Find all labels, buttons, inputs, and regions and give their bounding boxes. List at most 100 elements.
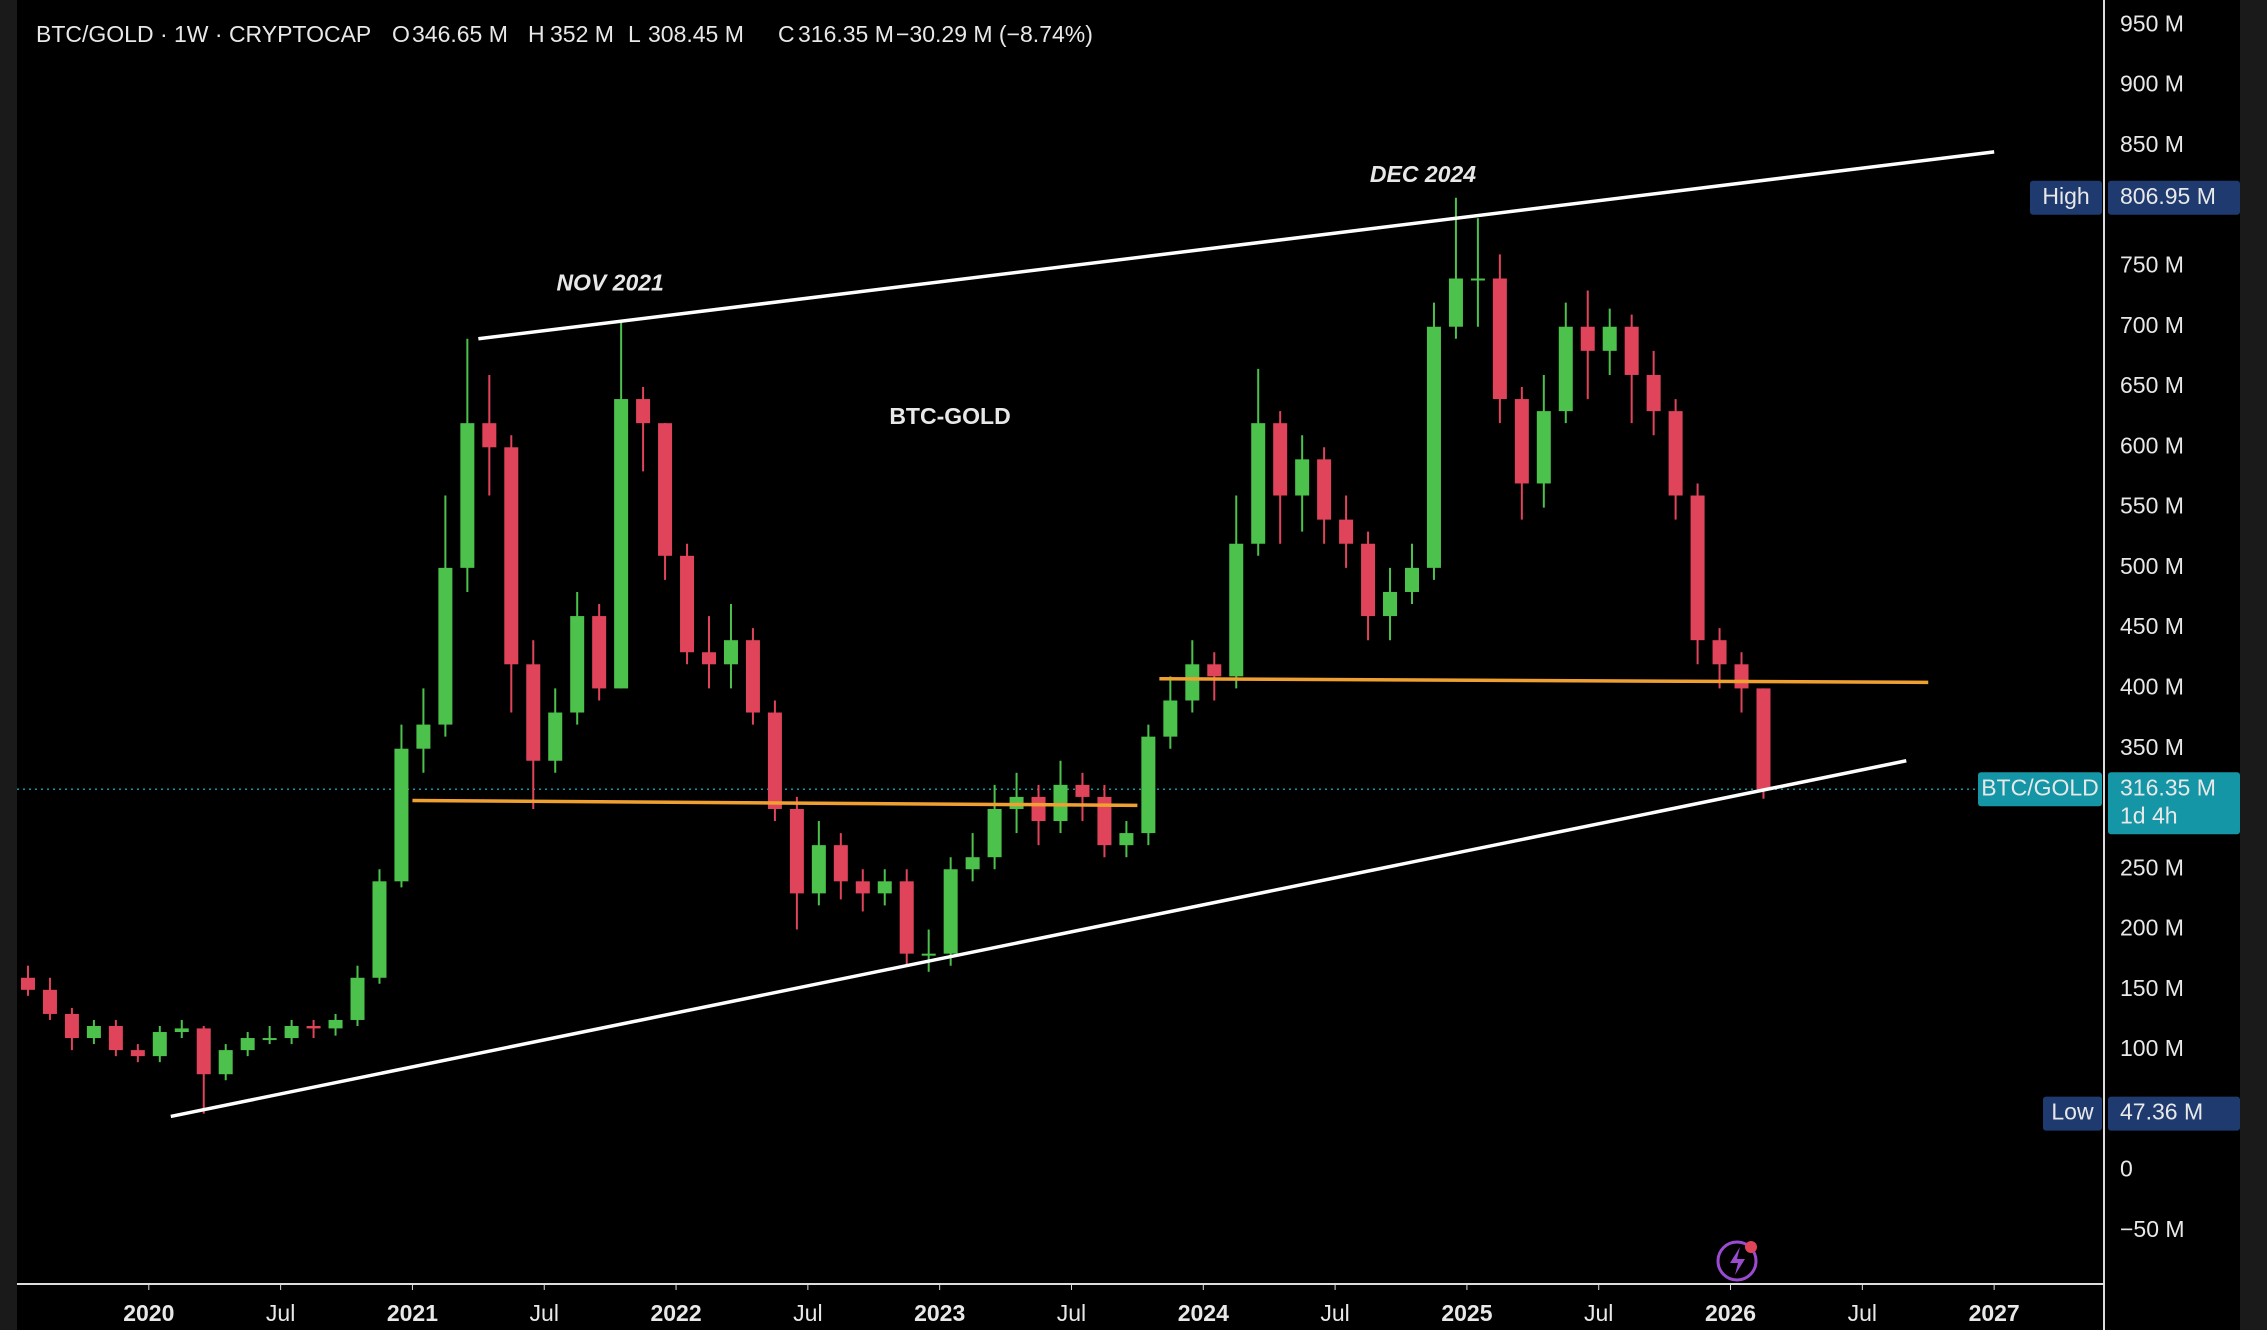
marker-value: 47.36 M bbox=[2120, 1099, 2203, 1125]
candle-body bbox=[767, 712, 782, 809]
candle-body bbox=[1053, 784, 1068, 822]
trend-line bbox=[170, 759, 1907, 1119]
candle-body bbox=[1229, 543, 1244, 677]
candle-body bbox=[152, 1032, 167, 1057]
candle-body bbox=[64, 1013, 79, 1039]
candle-body bbox=[1558, 326, 1573, 412]
alert-dot bbox=[1745, 1241, 1757, 1253]
header-h: 352 M bbox=[550, 21, 614, 47]
header-o: 346.65 M bbox=[412, 21, 508, 47]
candle-body bbox=[833, 845, 848, 882]
candle-body bbox=[306, 1025, 321, 1029]
candle-body bbox=[1756, 688, 1771, 790]
y-tick-label: 550 M bbox=[2120, 493, 2184, 519]
candle-body bbox=[1580, 326, 1595, 351]
candle-body bbox=[1712, 640, 1727, 665]
y-tick-label: 750 M bbox=[2120, 252, 2184, 278]
y-tick-label: 650 M bbox=[2120, 372, 2184, 398]
candle-body bbox=[702, 652, 717, 665]
marker-label: Low bbox=[2051, 1099, 2094, 1125]
candle-body bbox=[1207, 664, 1222, 677]
header-l-key: L bbox=[628, 21, 641, 47]
candle-body bbox=[262, 1038, 277, 1041]
x-tick-label: Jul bbox=[1320, 1300, 1349, 1326]
candle-body bbox=[526, 664, 541, 761]
alert-bolt bbox=[1730, 1247, 1745, 1275]
candle-body bbox=[1426, 326, 1441, 568]
candle-body bbox=[943, 869, 958, 954]
header-o-key: O bbox=[392, 21, 410, 47]
candle-body bbox=[372, 881, 387, 978]
candle-body bbox=[1448, 278, 1463, 327]
candle-body bbox=[196, 1028, 211, 1075]
candle-body bbox=[1470, 278, 1485, 281]
candle-body bbox=[328, 1019, 343, 1029]
x-tick-label: 2020 bbox=[123, 1300, 174, 1326]
y-tick-label: 400 M bbox=[2120, 673, 2184, 699]
candle-body bbox=[680, 555, 695, 653]
candle-body bbox=[1624, 326, 1639, 375]
candle-body bbox=[548, 712, 563, 761]
candle-body bbox=[877, 881, 892, 894]
y-tick-label: 600 M bbox=[2120, 432, 2184, 458]
y-tick-label: 0 bbox=[2120, 1156, 2133, 1182]
x-tick-label: 2021 bbox=[387, 1300, 438, 1326]
x-tick-label: Jul bbox=[1848, 1300, 1877, 1326]
candle-body bbox=[86, 1025, 101, 1039]
marker-label: High bbox=[2042, 183, 2089, 209]
candle-body bbox=[460, 423, 475, 568]
candle-body bbox=[1536, 411, 1551, 484]
candle-body bbox=[1141, 736, 1156, 834]
y-tick-label: 350 M bbox=[2120, 734, 2184, 760]
candle-body bbox=[284, 1025, 299, 1039]
y-tick-label: 700 M bbox=[2120, 312, 2184, 338]
y-tick-label: 100 M bbox=[2120, 1035, 2184, 1061]
candle-body bbox=[394, 748, 409, 882]
y-tick-label: 500 M bbox=[2120, 553, 2184, 579]
candle-body bbox=[1097, 796, 1112, 846]
candle-body bbox=[504, 447, 519, 665]
candle-body bbox=[899, 881, 914, 954]
x-tick-label: Jul bbox=[530, 1300, 559, 1326]
y-tick-label: 250 M bbox=[2120, 854, 2184, 880]
candle-body bbox=[570, 616, 585, 713]
y-tick-label: 950 M bbox=[2120, 10, 2184, 36]
candle-body bbox=[1031, 796, 1046, 822]
candle-body bbox=[1404, 567, 1419, 592]
candle-body bbox=[438, 567, 453, 725]
x-tick-label: 2024 bbox=[1178, 1300, 1229, 1326]
x-tick-label: 2022 bbox=[650, 1300, 701, 1326]
candle-body bbox=[658, 423, 673, 556]
marker-label: BTC/GOLD bbox=[1981, 774, 2099, 800]
candle-body bbox=[1646, 374, 1661, 412]
candle-body bbox=[1361, 543, 1376, 617]
y-tick-label: 450 M bbox=[2120, 613, 2184, 639]
trend-line bbox=[412, 798, 1138, 808]
candle-body bbox=[636, 399, 651, 424]
candle-body bbox=[130, 1050, 145, 1057]
symbol: BTC/GOLD · 1W · CRYPTOCAP bbox=[36, 21, 371, 47]
marker-value: 316.35 M bbox=[2120, 774, 2216, 800]
candle-body bbox=[20, 977, 35, 990]
x-tick-label: Jul bbox=[1584, 1300, 1613, 1326]
y-tick-label: 200 M bbox=[2120, 915, 2184, 941]
annotation: NOV 2021 bbox=[556, 270, 663, 296]
header-change: −30.29 M (−8.74%) bbox=[896, 21, 1093, 47]
candle-body bbox=[1273, 423, 1288, 496]
y-tick-label: −50 M bbox=[2120, 1216, 2185, 1242]
alert-icon[interactable] bbox=[1716, 1240, 1758, 1282]
x-tick-label: 2025 bbox=[1441, 1300, 1492, 1326]
marker-value: 806.95 M bbox=[2120, 183, 2216, 209]
candle-body bbox=[1383, 591, 1398, 617]
header-l: 308.45 M bbox=[648, 21, 744, 47]
candle-body bbox=[218, 1050, 233, 1075]
trend-line bbox=[478, 150, 1995, 341]
candle-body bbox=[482, 423, 497, 448]
header-c-key: C bbox=[778, 21, 795, 47]
y-tick-label: 150 M bbox=[2120, 975, 2184, 1001]
header: BTC/GOLD · 1W · CRYPTOCAP O 346.65 M H 352 … bbox=[36, 21, 1093, 47]
marker-value-box bbox=[2108, 180, 2240, 215]
